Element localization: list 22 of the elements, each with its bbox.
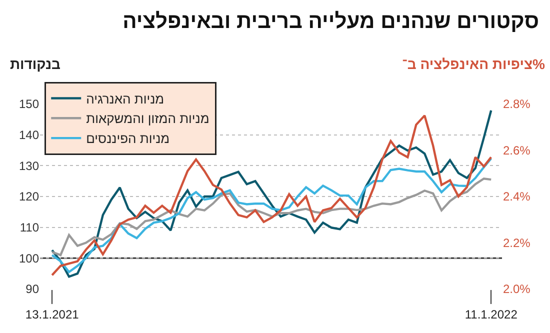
y2-tick-label: 2.2% xyxy=(503,236,531,250)
x-tick-label: 13.1.2021 xyxy=(25,307,80,322)
y-tick-label: 110 xyxy=(20,220,40,235)
y2-axis-title: ציפיות האינפלציה ב־% xyxy=(402,56,546,72)
y-axis-title: בנקודות xyxy=(10,56,61,72)
line-series xyxy=(50,178,492,256)
y2-tick-label: 2.6% xyxy=(503,143,531,158)
y-tick-label: 150 xyxy=(18,97,40,112)
y-tick-label: 140 xyxy=(18,128,40,142)
y2-tick-label: 2.8% xyxy=(503,97,531,112)
legend-label: מניות האנרגיה xyxy=(86,91,164,106)
legend-label: מניות המזון והמשקאות xyxy=(86,111,210,126)
y-tick-label: 130 xyxy=(18,158,40,173)
line-series xyxy=(50,157,492,274)
y-tick-label: 120 xyxy=(18,190,40,204)
y-tick-label: 90 xyxy=(26,282,40,296)
y-tick-label: 100 xyxy=(18,251,40,266)
y2-tick-label: 2.4% xyxy=(503,190,531,204)
y2-tick-label: 2.0% xyxy=(503,282,531,296)
chart-title: סקטורים שנהנים מעלייה בריבית ובאינפלציה xyxy=(122,10,539,34)
x-tick-label: 11.1.2022 xyxy=(464,307,518,322)
legend-label: מניות הפיננסים xyxy=(86,131,170,146)
